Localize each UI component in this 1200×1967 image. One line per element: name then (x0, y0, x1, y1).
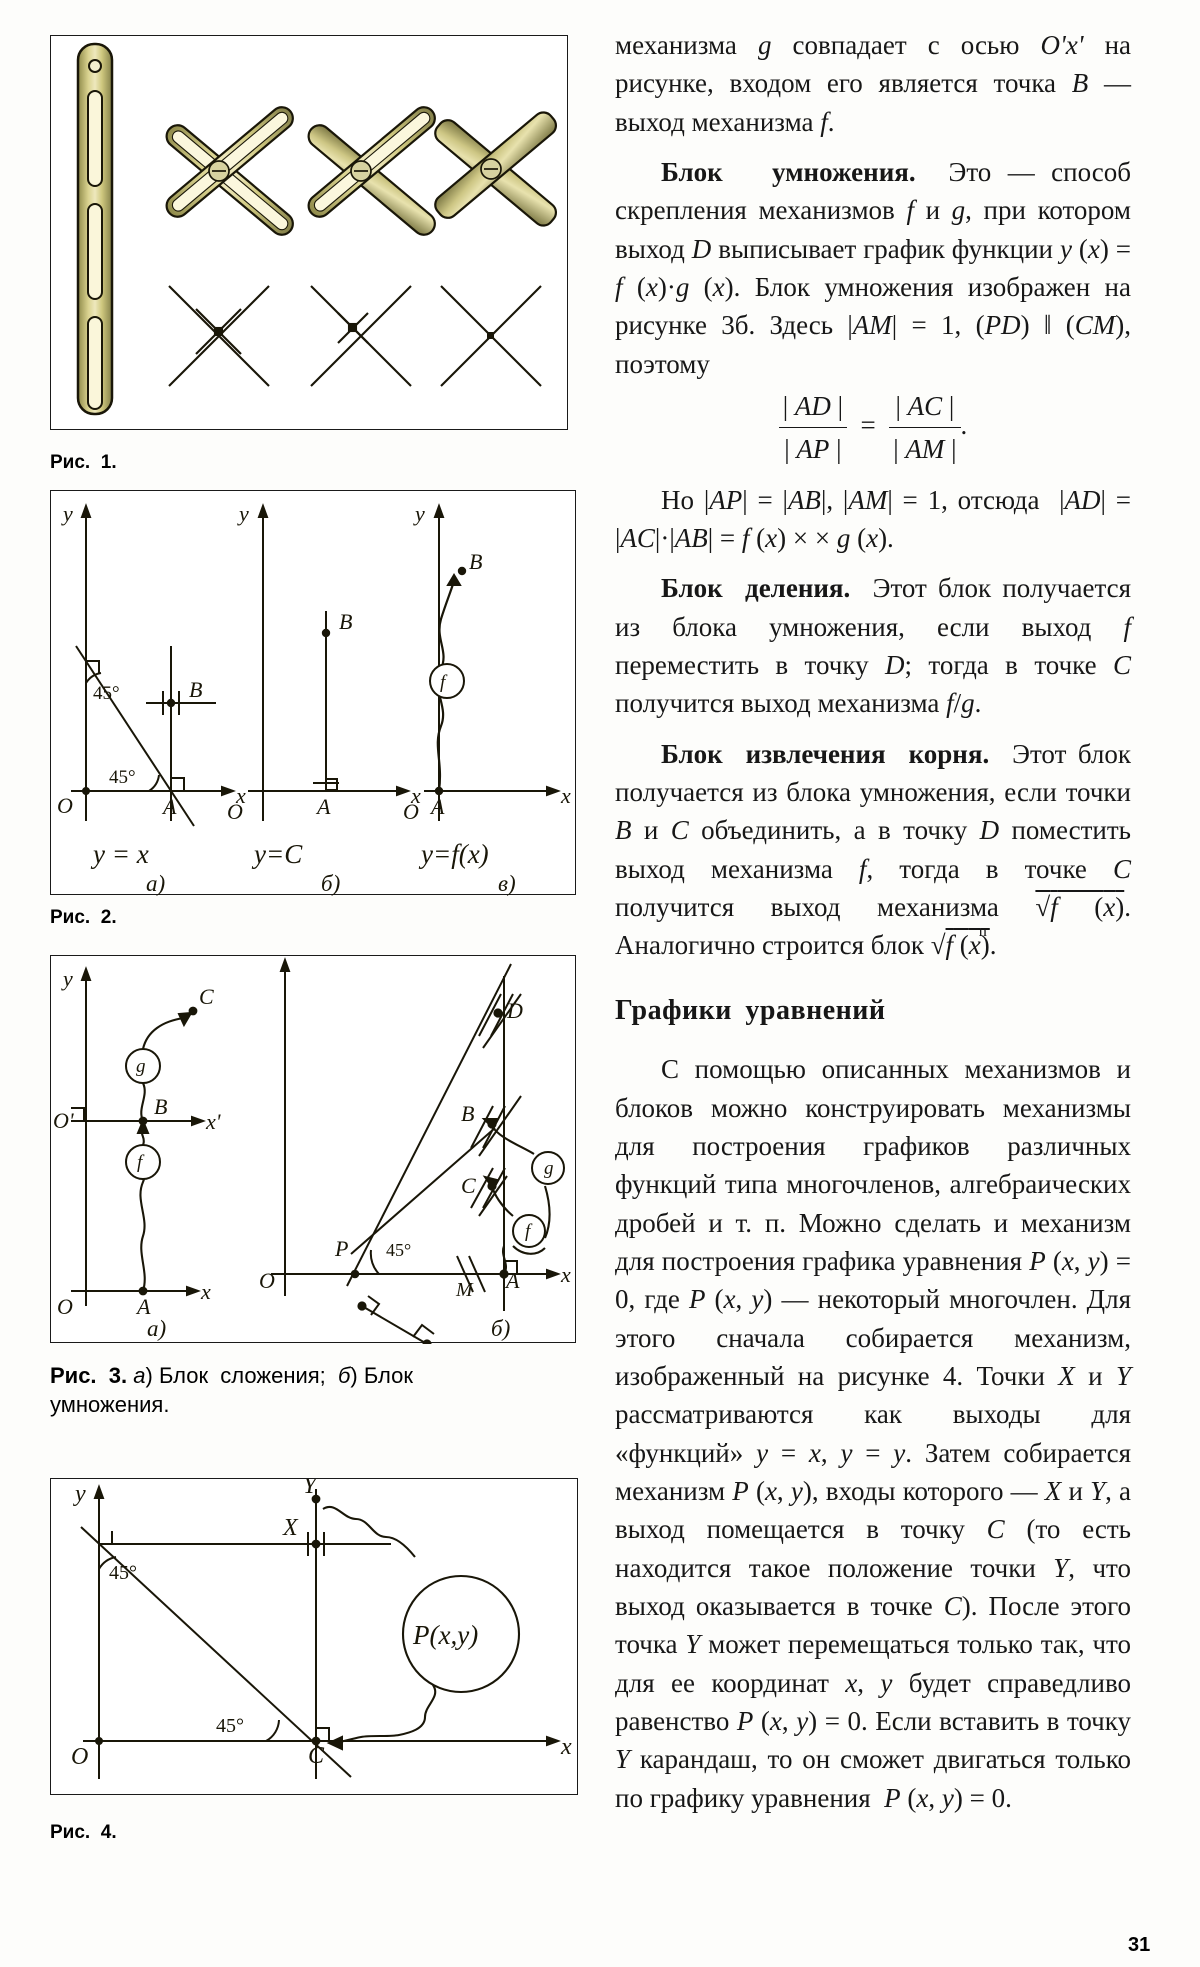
svg-text:б): б) (321, 871, 340, 896)
svg-text:P(x,y): P(x,y) (412, 1620, 478, 1650)
svg-text:45°: 45° (93, 683, 120, 704)
svg-text:x: x (560, 1262, 571, 1287)
svg-text:y: y (237, 501, 249, 526)
svg-text:y: y (413, 501, 425, 526)
svg-text:y: y (61, 966, 73, 991)
svg-text:а): а) (147, 1316, 166, 1341)
svg-text:B: B (469, 549, 482, 574)
svg-text:O: O (57, 793, 73, 818)
svg-text:в): в) (498, 871, 516, 896)
svg-text:x: x (560, 783, 571, 808)
svg-text:y: y (73, 1481, 86, 1507)
svg-text:A: A (504, 1268, 520, 1293)
svg-text:g: g (136, 1056, 146, 1077)
svg-text:y=f(x): y=f(x) (418, 839, 489, 869)
svg-text:X: X (282, 1515, 299, 1541)
svg-text:45°: 45° (216, 1715, 244, 1737)
svg-text:g: g (544, 1158, 554, 1179)
svg-text:C: C (308, 1743, 325, 1769)
svg-text:O': O' (53, 1108, 74, 1133)
svg-text:B: B (189, 677, 202, 702)
svg-text:A: A (315, 794, 331, 819)
svg-text:C: C (199, 984, 214, 1009)
svg-text:P: P (334, 1236, 348, 1261)
svg-text:O: O (71, 1744, 88, 1770)
svg-text:45°: 45° (386, 1240, 411, 1260)
svg-text:B: B (461, 1101, 474, 1126)
svg-text:M: M (455, 1279, 474, 1301)
svg-text:O: O (57, 1294, 73, 1319)
svg-text:45°: 45° (109, 767, 136, 788)
svg-text:O: O (227, 799, 243, 824)
svg-text:O: O (259, 1268, 275, 1293)
svg-text:45°: 45° (109, 1562, 137, 1584)
svg-text:B: B (339, 609, 352, 634)
svg-text:y: y (61, 501, 73, 526)
svg-text:y = x: y = x (90, 839, 149, 869)
svg-text:x: x (560, 1734, 572, 1760)
svg-text:B: B (154, 1094, 167, 1119)
svg-text:D: D (506, 998, 523, 1023)
svg-text:A: A (161, 794, 177, 819)
svg-text:y=C: y=C (251, 839, 303, 869)
svg-text:a): a) (146, 871, 165, 896)
svg-text:x': x' (205, 1109, 221, 1134)
svg-text:C: C (461, 1173, 476, 1198)
svg-text:A: A (429, 794, 445, 819)
svg-text:б): б) (491, 1316, 510, 1341)
svg-text:O: O (403, 799, 419, 824)
svg-text:x: x (200, 1279, 211, 1304)
